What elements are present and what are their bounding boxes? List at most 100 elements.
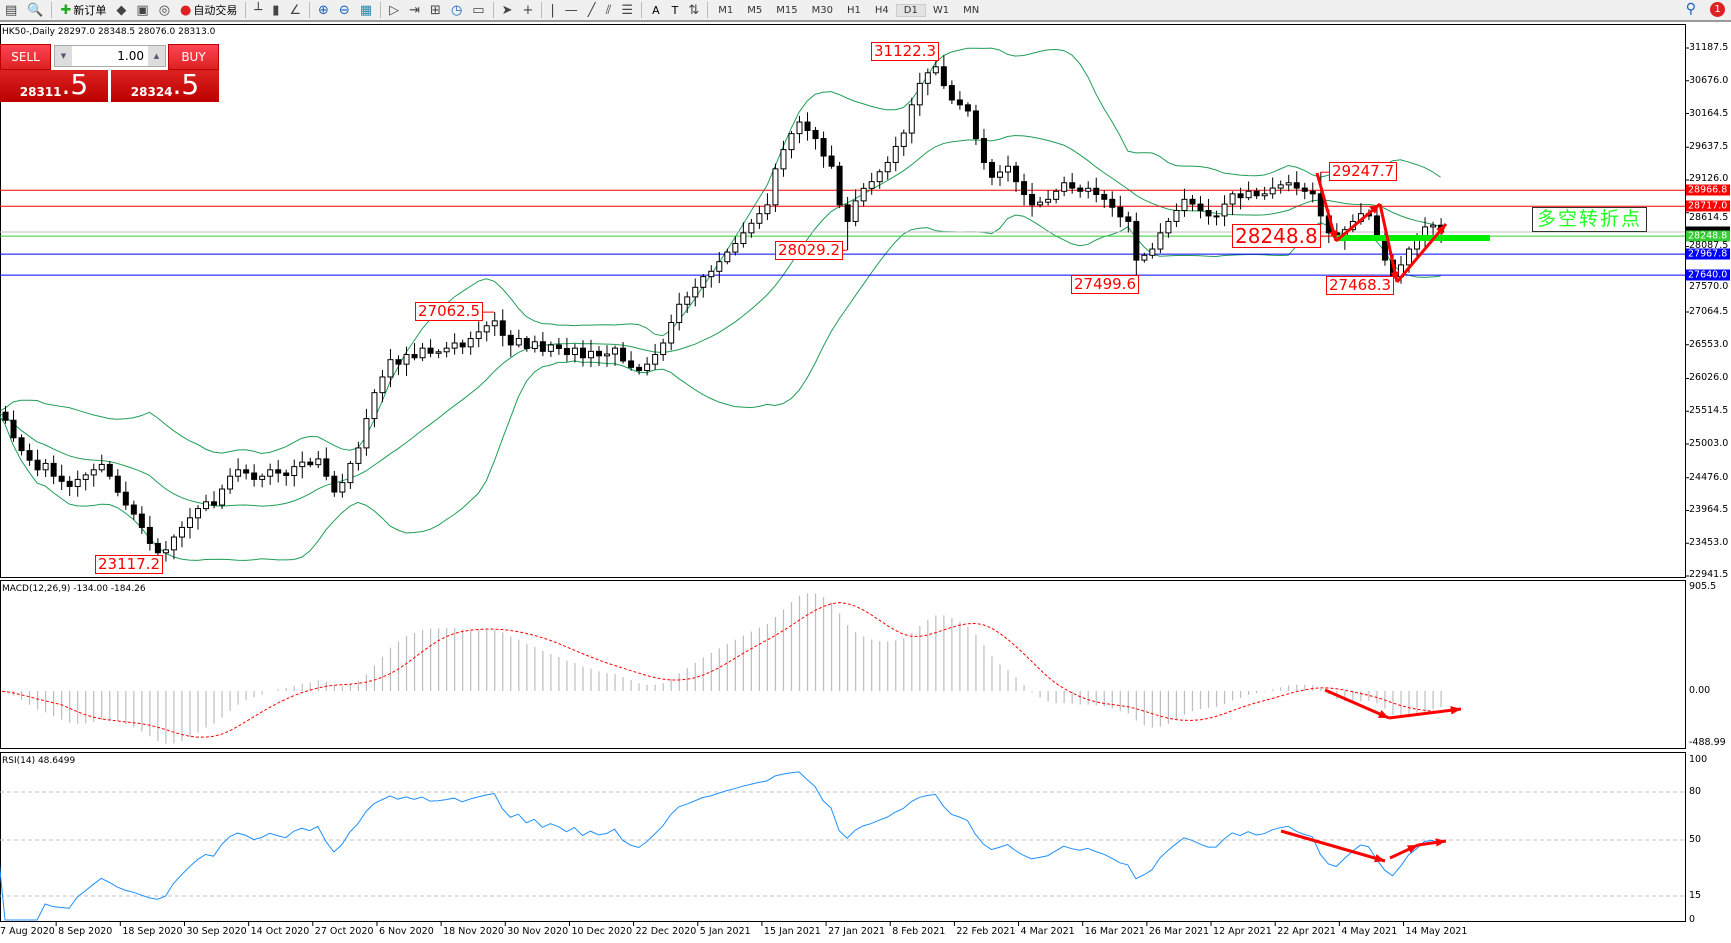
candle: [1430, 221, 1437, 238]
timeframe-mn[interactable]: MN: [963, 4, 980, 16]
candle-body: [283, 472, 290, 477]
fibonacci-icon: ☰: [621, 2, 634, 18]
zoom-chart-button[interactable]: 🔍: [22, 0, 48, 20]
horizontal-line-button[interactable]: —: [560, 0, 583, 20]
timeframe-w1[interactable]: W1: [932, 4, 950, 16]
timeframe-h1[interactable]: H1: [846, 4, 861, 16]
tile-windows-button[interactable]: ▦: [355, 0, 377, 20]
candle: [980, 128, 987, 170]
x-axis-label: 8 Sep 2020: [58, 926, 113, 937]
macd-pane-frame: [0, 580, 1686, 749]
sell-button[interactable]: SELL: [0, 44, 51, 70]
candle: [724, 248, 731, 265]
templates-button[interactable]: ▤: [0, 0, 22, 20]
candle-body: [259, 475, 266, 480]
candle-body: [1277, 184, 1284, 189]
equidistant-channel-button[interactable]: ⫽: [601, 0, 617, 20]
bar-chart-button[interactable]: ┴: [249, 0, 267, 20]
fibonacci-button[interactable]: ☰: [616, 0, 638, 20]
arrows-button[interactable]: ⇅: [683, 0, 704, 20]
candle: [122, 481, 129, 510]
candle-body: [892, 145, 899, 163]
candle: [732, 236, 739, 256]
candle-body: [1005, 165, 1012, 173]
buy-button[interactable]: BUY: [168, 44, 219, 70]
candle: [411, 343, 418, 361]
timeframe-m15[interactable]: M15: [776, 4, 798, 16]
candle-body: [531, 341, 538, 349]
arrows-icon: ⇅: [688, 2, 700, 18]
zoom-out-button[interactable]: ⊖: [334, 0, 355, 20]
metaeditor-button[interactable]: ◆: [111, 0, 131, 20]
indicators-button[interactable]: ⊞: [425, 0, 446, 20]
lot-size-input[interactable]: 1.00: [117, 49, 144, 63]
autotrading-button[interactable]: ● 自动交易: [175, 0, 242, 20]
cursor-button[interactable]: ➤: [497, 0, 518, 20]
candle: [796, 115, 803, 144]
text-label-button[interactable]: T: [665, 0, 684, 20]
candle-body: [547, 344, 554, 352]
strategy-tester-button[interactable]: ▣: [131, 0, 153, 20]
candle-body: [1021, 181, 1028, 195]
notification-badge[interactable]: 1: [1710, 1, 1725, 17]
timeframe-d1[interactable]: D1: [895, 3, 926, 17]
line-chart-button[interactable]: ∠: [284, 0, 306, 20]
candle: [10, 410, 17, 442]
candle-body: [988, 161, 995, 178]
templates-chart-button[interactable]: ▭: [467, 0, 489, 20]
candle: [186, 508, 193, 539]
timeframe-m30[interactable]: M30: [811, 4, 833, 16]
candle: [531, 335, 538, 353]
x-axis-label: 12 Apr 2021: [1213, 926, 1272, 937]
new-order-button[interactable]: ✚ 新订单: [55, 0, 111, 20]
candle: [2, 406, 9, 424]
crosshair-button[interactable]: +: [517, 0, 538, 20]
zoom-in-button[interactable]: ⊕: [313, 0, 334, 20]
candle: [379, 369, 386, 403]
chart-shift-button[interactable]: ▷: [384, 0, 404, 20]
candle: [419, 342, 426, 362]
candle-body: [1189, 198, 1196, 205]
y-axis-label: 22941.5: [1689, 569, 1729, 580]
periods-button[interactable]: ◷: [446, 0, 467, 20]
candle: [652, 343, 659, 370]
candle: [1269, 177, 1276, 199]
buy-price[interactable]: 28324.5: [111, 70, 219, 102]
timeframe-m5[interactable]: M5: [747, 4, 763, 16]
candle-body: [756, 213, 763, 224]
candle: [660, 338, 667, 361]
y-axis-label: 24476.0: [1689, 471, 1729, 483]
increase-lot-icon[interactable]: ▲: [148, 46, 165, 66]
templates-chart-icon: ▭: [472, 2, 485, 18]
text-button[interactable]: A: [645, 0, 665, 20]
toolbar-label: 自动交易: [193, 4, 238, 17]
signals-button[interactable]: ◎: [154, 0, 175, 20]
bollinger-lower: [0, 214, 1441, 561]
autoscroll-button[interactable]: ⇥: [404, 0, 425, 20]
bollinger-upper: [0, 47, 1441, 454]
candle-body: [379, 376, 386, 394]
candle-body: [106, 463, 113, 477]
candle-body: [660, 342, 667, 356]
sell-price[interactable]: 28311.5: [0, 70, 108, 102]
candle: [1293, 171, 1300, 196]
trendline-button[interactable]: ╱: [583, 0, 601, 20]
candle-body: [1253, 190, 1260, 197]
lot-size-stepper[interactable]: ▼ 1.00 ▲: [54, 45, 166, 67]
timeframe-m1[interactable]: M1: [718, 4, 734, 16]
search-icon[interactable]: ⚲: [1685, 1, 1696, 17]
candle: [114, 469, 121, 497]
candle-body: [459, 342, 466, 348]
candle-body: [964, 104, 971, 112]
candle: [1133, 212, 1140, 285]
candle: [620, 341, 627, 364]
vertical-line-button[interactable]: |: [545, 0, 559, 20]
candle: [812, 126, 819, 150]
candle: [243, 464, 250, 480]
decrease-lot-icon[interactable]: ▼: [55, 46, 72, 66]
candlestick-button[interactable]: ▮: [267, 0, 284, 20]
x-axis-label: 14 May 2021: [1405, 926, 1468, 937]
candle: [1253, 187, 1260, 200]
timeframe-h4[interactable]: H4: [874, 4, 889, 16]
